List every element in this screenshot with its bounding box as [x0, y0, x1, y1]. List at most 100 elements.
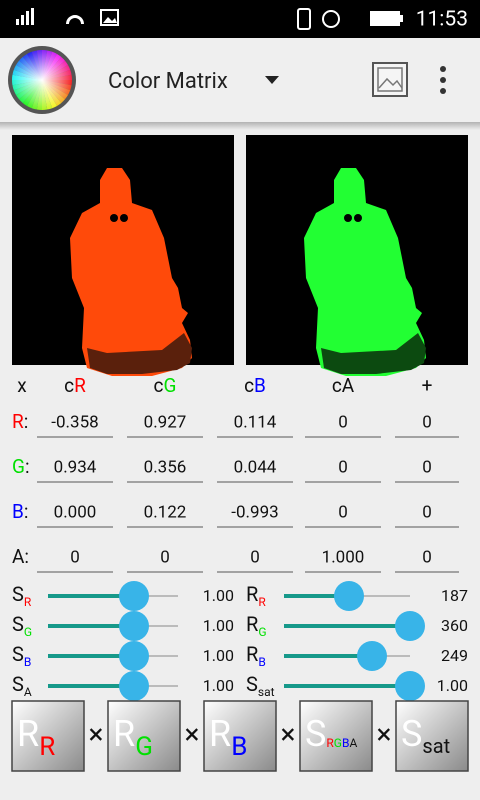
- row-label: A:: [12, 545, 29, 568]
- column-prefix: c: [244, 374, 254, 397]
- matrix-cell[interactable]: 1.000: [322, 547, 365, 567]
- matrix-cell[interactable]: 0.122: [144, 502, 187, 522]
- matrix-cell[interactable]: -0.993: [231, 502, 278, 522]
- slider-value: 1.00: [203, 586, 234, 605]
- corner-label: x: [17, 374, 27, 397]
- preset-button[interactable]: [395, 700, 469, 772]
- row-channel: R: [12, 410, 24, 433]
- matrix-cell[interactable]: 0: [422, 457, 432, 477]
- matrix-cell[interactable]: 0: [70, 547, 80, 567]
- button-label[interactable]: SRGBA: [305, 713, 357, 755]
- slider-label: SG: [12, 612, 32, 639]
- preset-button[interactable]: [107, 700, 181, 772]
- status-bar: [0, 0, 480, 38]
- matrix-cell[interactable]: 0: [338, 502, 348, 522]
- app-icon[interactable]: [8, 46, 76, 114]
- controls: x cR cG cB cA +R: -0.358 0.927 0.114 0 0G: 0.934 0.3…: [11, 374, 469, 772]
- matrix-cell[interactable]: 0: [250, 547, 260, 567]
- matrix-cell[interactable]: 0: [422, 502, 432, 522]
- column-prefix: c: [64, 374, 74, 397]
- row-label: G:: [12, 455, 30, 478]
- status-icons: [16, 8, 403, 30]
- slider-symbol: S: [246, 672, 258, 696]
- slider-thumb[interactable]: [119, 581, 149, 611]
- matrix-cell[interactable]: -0.358: [51, 412, 98, 432]
- button-subscript: G: [135, 732, 153, 762]
- matrix-cell[interactable]: 0: [160, 547, 170, 567]
- matrix-cell[interactable]: 0.356: [144, 457, 187, 477]
- button-label[interactable]: RR: [17, 713, 55, 762]
- button-symbol: R: [113, 713, 135, 755]
- app-bar-shadow: [0, 122, 480, 130]
- button-symbol: R: [17, 713, 39, 755]
- slider-value: 249: [441, 646, 468, 665]
- matrix-cell[interactable]: 0: [422, 412, 432, 432]
- slider-thumb[interactable]: [119, 611, 149, 641]
- matrix-cell[interactable]: 0: [422, 547, 432, 567]
- matrix-cell[interactable]: 0.927: [144, 412, 187, 432]
- preset-button[interactable]: [299, 700, 373, 772]
- image-button[interactable]: [372, 62, 408, 97]
- overflow-menu[interactable]: [440, 66, 446, 94]
- column-prefix: c: [154, 374, 164, 397]
- matrix-cell[interactable]: 0.000: [54, 502, 97, 522]
- preset-button[interactable]: [11, 700, 85, 772]
- slider-subscript: R: [24, 595, 32, 609]
- slider-value: 1.00: [203, 646, 234, 665]
- slider-symbol: R: [246, 642, 258, 666]
- slider-subscript: B: [258, 655, 265, 669]
- button-label[interactable]: Ssat: [401, 713, 450, 759]
- app-title[interactable]: Color Matrix: [108, 69, 228, 94]
- dropdown-arrow[interactable]: [265, 76, 279, 84]
- slider-subscript: A: [24, 685, 32, 699]
- slider-label: RR: [246, 582, 266, 609]
- slider-label: RG: [246, 612, 267, 639]
- preset-button[interactable]: [203, 700, 277, 772]
- row-channel: A: [12, 545, 25, 568]
- column-channel: R: [74, 374, 86, 397]
- source-figure: [70, 168, 192, 376]
- button-label[interactable]: RB: [209, 713, 247, 762]
- operator: ×: [281, 717, 296, 750]
- column-header: cG: [154, 374, 177, 397]
- clock: 11:53: [416, 8, 468, 32]
- slider-label: SR: [12, 582, 32, 609]
- slider-value: 360: [441, 616, 468, 635]
- slider-thumb[interactable]: [119, 641, 149, 671]
- column-channel: B: [254, 374, 266, 397]
- slider-thumb[interactable]: [395, 611, 425, 641]
- slider-thumb[interactable]: [357, 641, 387, 671]
- row-label: B:: [12, 500, 28, 523]
- button-subscript: B: [231, 732, 247, 762]
- slider-thumb[interactable]: [395, 671, 425, 701]
- button-label[interactable]: RG: [113, 713, 153, 762]
- slider-symbol: S: [12, 582, 24, 606]
- slider-label: Ssat: [246, 672, 275, 699]
- row-separator: :: [24, 545, 29, 568]
- slider-thumb[interactable]: [119, 671, 149, 701]
- matrix-cell[interactable]: 0.114: [234, 412, 277, 432]
- button-subscript: R: [39, 732, 55, 762]
- matrix-cell[interactable]: 0: [338, 412, 348, 432]
- column-header: cA: [332, 374, 355, 397]
- matrix-cell[interactable]: 0: [338, 457, 348, 477]
- result-figure: [304, 168, 426, 376]
- slider-symbol: S: [12, 612, 24, 636]
- button-subscript: sat: [422, 734, 450, 758]
- button-subscript: G: [334, 736, 342, 750]
- matrix-cell[interactable]: 0.934: [54, 457, 97, 477]
- button-symbol: S: [305, 713, 326, 755]
- matrix-cell[interactable]: 0.044: [234, 457, 277, 477]
- operator: ×: [89, 717, 104, 750]
- button-subscript: A: [349, 736, 357, 750]
- slider-value: 187: [441, 586, 468, 605]
- row-separator: :: [25, 455, 30, 478]
- operator: ×: [377, 717, 392, 750]
- slider-subscript: G: [24, 625, 32, 639]
- button-subscript: R: [326, 736, 334, 750]
- slider-subscript: R: [258, 595, 266, 609]
- slider-thumb[interactable]: [334, 581, 364, 611]
- slider-symbol: S: [12, 642, 24, 666]
